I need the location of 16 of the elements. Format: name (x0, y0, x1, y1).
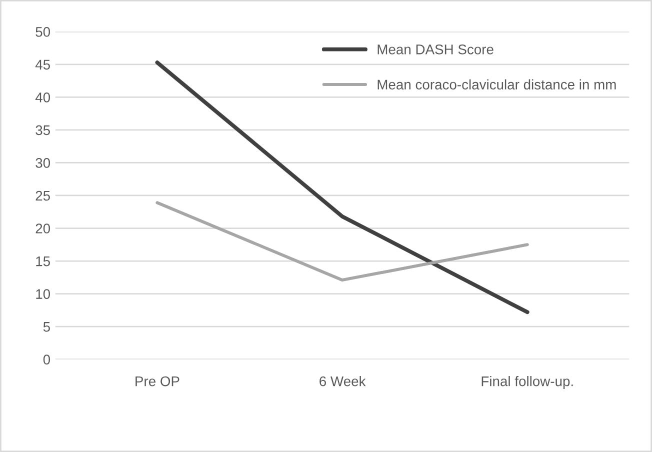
y-tick-label: 50 (36, 26, 50, 37)
y-tick-label: 15 (36, 256, 50, 266)
x-tick-label: Pre OP (136, 376, 180, 386)
y-tick-label: 45 (35, 60, 50, 70)
y-tick-label: 40 (35, 92, 50, 102)
y-tick-label: 0 (43, 354, 50, 365)
x-tick-label: 6 Week (320, 376, 366, 386)
y-tick-label: 35 (36, 125, 50, 136)
x-tick-label: Final follow-up. (482, 376, 573, 389)
y-tick-label: 30 (36, 158, 50, 168)
legend-label: Mean coraco-clavicular distance in mm (378, 79, 616, 90)
legend-label: Mean DASH Score (378, 44, 494, 54)
y-tick-label: 5 (43, 322, 50, 332)
y-tick-label: 10 (36, 289, 50, 299)
y-tick-label: 20 (36, 224, 50, 234)
y-tick-label: 25 (36, 190, 50, 201)
